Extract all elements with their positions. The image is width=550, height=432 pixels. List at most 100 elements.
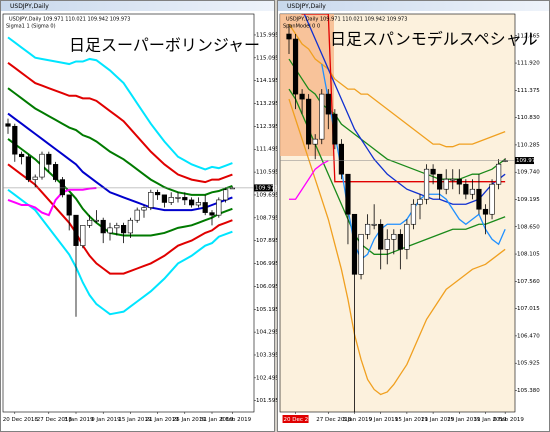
y-tick-label: 102.495 — [256, 375, 279, 381]
candle-body — [39, 153, 45, 178]
indicator-line — [7, 87, 233, 196]
candle-body — [18, 153, 25, 158]
candle-body — [299, 93, 305, 100]
candle-body — [351, 213, 358, 275]
candle-body — [364, 223, 371, 235]
info-line: USDJPY,Daily 109.971 110.021 109.942 109… — [9, 17, 130, 23]
candle-body — [358, 233, 364, 275]
candle-body — [338, 143, 345, 175]
indicator-info: SpanModel 0 0 — [283, 24, 320, 30]
x-tick-label: 9 Jan 2019 — [91, 417, 121, 423]
y-tick-label: 114.195 — [256, 78, 279, 84]
candle-body — [292, 38, 299, 95]
last-price-box — [254, 184, 273, 192]
y-tick-label: 108.650 — [517, 224, 540, 230]
x-tick-label: 21 Jan 2019 — [421, 417, 454, 423]
candle-body — [437, 173, 443, 190]
candle-body — [450, 178, 456, 181]
indicator-line — [288, 58, 506, 180]
indicator-info: Sigma1 1 (Sigma 0) — [6, 24, 56, 30]
x-tick-label: 6 Feb 2019 — [493, 417, 524, 423]
y-tick-label: 105.380 — [517, 388, 540, 394]
candle-body — [306, 98, 312, 145]
title-bar — [1, 1, 274, 11]
candle-body — [93, 219, 99, 222]
candle-body — [202, 202, 208, 213]
y-tick-label: 115.095 — [256, 55, 279, 61]
candle-body — [216, 199, 222, 216]
y-tick-label: 109.695 — [256, 192, 279, 198]
y-tick-label: 103.395 — [256, 352, 279, 358]
indicator-line — [7, 61, 233, 184]
candle-body — [73, 214, 79, 246]
candle-body — [489, 183, 495, 215]
candle-body — [107, 227, 113, 234]
x-tick-label: 27 Dec 2018 — [316, 417, 352, 423]
last-price-box — [515, 157, 534, 165]
candle-body — [476, 188, 482, 210]
candle-body — [134, 209, 140, 221]
x-tick-label: 31 Jan 2019 — [200, 417, 233, 423]
last-price-label: 109.973 — [255, 185, 278, 191]
y-tick-label: 106.095 — [256, 284, 279, 290]
indicator-line — [7, 163, 233, 275]
info-line: USDJPY,Daily 109.971 110.021 109.942 109… — [286, 17, 407, 23]
indicator-line — [288, 23, 506, 148]
candle-body — [410, 203, 417, 225]
y-tick-label: 108.795 — [256, 215, 279, 221]
candle-body — [5, 123, 11, 127]
plot-area — [3, 36, 254, 317]
candle-body — [46, 153, 52, 165]
x-tick-label: 25 Jan 2019 — [173, 417, 206, 423]
candle-body — [332, 113, 338, 145]
window-title: USDJPY,Daily — [10, 3, 49, 10]
x-tick-label: 31 Jan 2019 — [474, 417, 507, 423]
y-tick-label: 109.195 — [517, 197, 540, 203]
y-tick-label: 107.895 — [256, 238, 279, 244]
x-tick-label: 20 Dec 2018 — [284, 417, 320, 423]
candle-body — [286, 33, 292, 40]
candle-body — [397, 233, 403, 250]
candle-body — [456, 178, 462, 185]
y-tick-label: 112.395 — [256, 124, 279, 130]
y-tick-label: 104.295 — [256, 330, 279, 336]
candle-body — [482, 208, 489, 215]
x-tick-label: 21 Jan 2019 — [146, 417, 179, 423]
x-tick-label: 20 Dec 2018 — [3, 417, 39, 423]
indicator-line — [7, 186, 97, 217]
candle-body — [391, 233, 397, 240]
candle-body — [443, 178, 449, 190]
y-tick-label: 111.495 — [256, 147, 279, 153]
title-bar — [278, 1, 549, 11]
x-tick-label: 15 Jan 2019 — [395, 417, 428, 423]
candle-body — [148, 191, 154, 208]
x-tick-label: 25 Jan 2019 — [447, 417, 480, 423]
candle-body — [161, 194, 168, 203]
y-tick-label: 106.995 — [256, 261, 279, 267]
y-tick-label: 108.105 — [517, 252, 540, 258]
y-tick-label: 106.470 — [517, 333, 540, 339]
y-tick-label: 110.830 — [517, 115, 540, 121]
chart-title: 日足スーパーボリンジャー — [69, 36, 260, 55]
candle-body — [469, 188, 476, 195]
x-tick-label: 3 Jan 2019 — [343, 417, 373, 423]
y-tick-label: 109.740 — [517, 170, 540, 176]
candle-body — [66, 194, 72, 216]
y-tick-label: 115.995 — [256, 32, 279, 38]
candle-body — [319, 93, 325, 140]
candle-body — [182, 197, 188, 201]
candle-body — [52, 164, 59, 180]
candle-body — [168, 197, 174, 203]
candle-body — [325, 93, 331, 115]
y-tick-label: 110.285 — [517, 142, 540, 148]
indicator-line — [7, 36, 233, 171]
indicator-line — [7, 138, 233, 237]
y-tick-label: 107.015 — [517, 306, 540, 312]
candle-body — [100, 219, 106, 234]
candle-body — [495, 163, 502, 185]
indicator-line — [288, 88, 506, 255]
candle-body — [378, 223, 384, 250]
y-tick-label: 111.375 — [517, 88, 540, 94]
candle-body — [121, 225, 127, 234]
